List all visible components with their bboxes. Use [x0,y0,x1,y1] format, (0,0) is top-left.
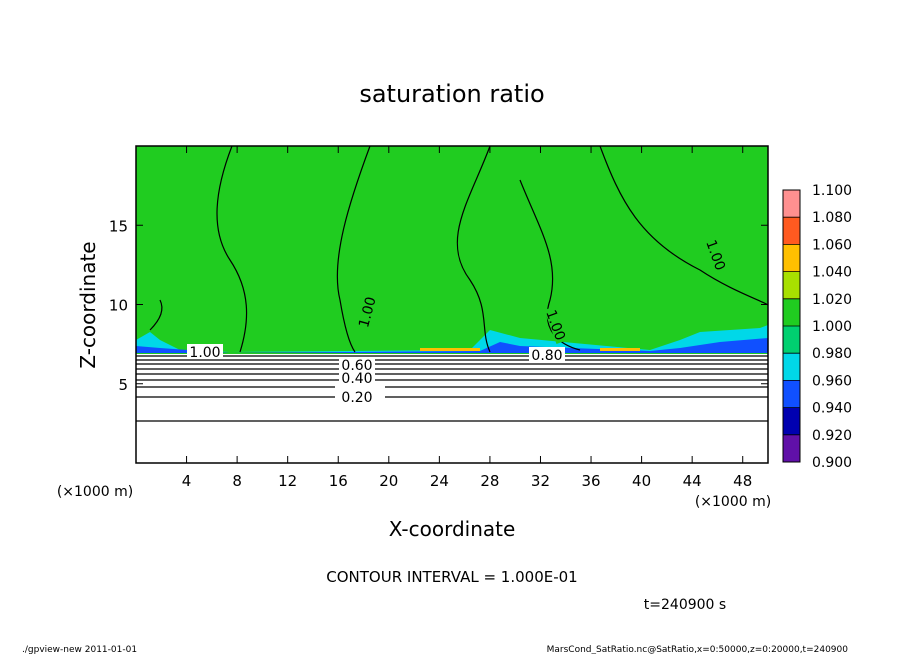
contour-line [135,359,769,361]
colorbar-band [783,353,800,381]
colorbar-tick-label: 0.940 [812,401,852,417]
footer-left: ./gpview-new 2011-01-01 [22,645,137,654]
contour-label-bg [339,357,375,371]
colorbar-tick-label: 1.060 [812,237,852,253]
contour-label-bg [339,389,375,403]
x-unit-label: (×1000 m) [695,494,771,510]
contour-line [336,145,371,353]
contour-line [135,363,769,365]
contour-line [149,299,163,331]
y-tick-label: 10 [109,297,128,315]
x-tick-label: 32 [531,472,550,490]
contour-label-bg [187,344,223,358]
colorbar-tick-label: 0.900 [812,455,852,471]
x-tick-label: 24 [430,472,449,490]
x-tick-label: 12 [278,472,297,490]
colorbar-band [783,271,800,299]
field-fill [420,348,480,351]
colorbar-tick-label: 0.980 [812,346,852,362]
y-tick-label: 15 [109,217,128,235]
x-tick-label: 8 [232,472,242,490]
y-axis-label: Z-coordinate [76,241,100,368]
field-fill [600,348,640,351]
x-tick-label: 28 [480,472,499,490]
colorbar-tick-label: 1.000 [812,319,852,335]
colorbar-band [783,434,800,462]
contour-interval: CONTOUR INTERVAL = 1.000E-01 [326,568,577,586]
colorbar-band [783,217,800,245]
contour-label-bg [704,235,730,274]
x-unit-label: (×1000 m) [57,484,133,500]
field-fill [136,146,768,354]
contour-line [216,145,248,353]
colorbar-tick-label: 1.100 [812,183,852,199]
colorbar-tick-label: 1.020 [812,292,852,308]
contour-line [135,368,769,370]
field-fill [136,354,768,463]
contour-line [135,379,769,381]
contour-line [456,145,491,353]
x-tick-label: 4 [182,472,192,490]
colorbar-tick-label: 0.920 [812,428,852,444]
contour-label-bg [529,347,565,361]
colorbar-band [783,326,800,354]
x-tick-label: 44 [683,472,702,490]
colorbar-band [783,407,800,435]
x-tick-label: 20 [379,472,398,490]
colorbar-tick-label: 1.040 [812,265,852,281]
x-tick-label: 16 [329,472,348,490]
contour-line [599,145,769,306]
contour-label-bg [544,305,570,344]
x-tick-label: 48 [733,472,752,490]
y-tick-label: 5 [118,376,128,394]
time-label: t=240900 s [644,597,726,613]
contour-label: 1.00 [189,345,220,361]
contour-label-bg [354,292,378,331]
contour-label: 0.20 [341,390,372,406]
x-axis-label: X-coordinate [389,517,516,541]
contour-line [135,373,769,375]
contour-label-bg [339,370,375,384]
contour-label: 0.80 [531,348,562,364]
footer-right: MarsCond_SatRatio.nc@SatRatio,x=0:50000,… [547,645,849,654]
contour-label: 0.40 [341,371,372,387]
chart-title: saturation ratio [359,80,544,108]
contour-label: 1.00 [356,295,380,329]
colorbar-band [783,244,800,272]
contour-line [135,420,769,422]
colorbar-band [783,380,800,408]
colorbar-tick-label: 0.960 [812,373,852,389]
field: 1.000.600.400.201.000.801.001.00 [135,145,769,463]
colorbar-band [783,298,800,326]
x-tick-label: 40 [632,472,651,490]
x-tick-label: 36 [581,472,600,490]
colorbar-band [783,190,800,218]
colorbar-tick-label: 1.080 [812,210,852,226]
